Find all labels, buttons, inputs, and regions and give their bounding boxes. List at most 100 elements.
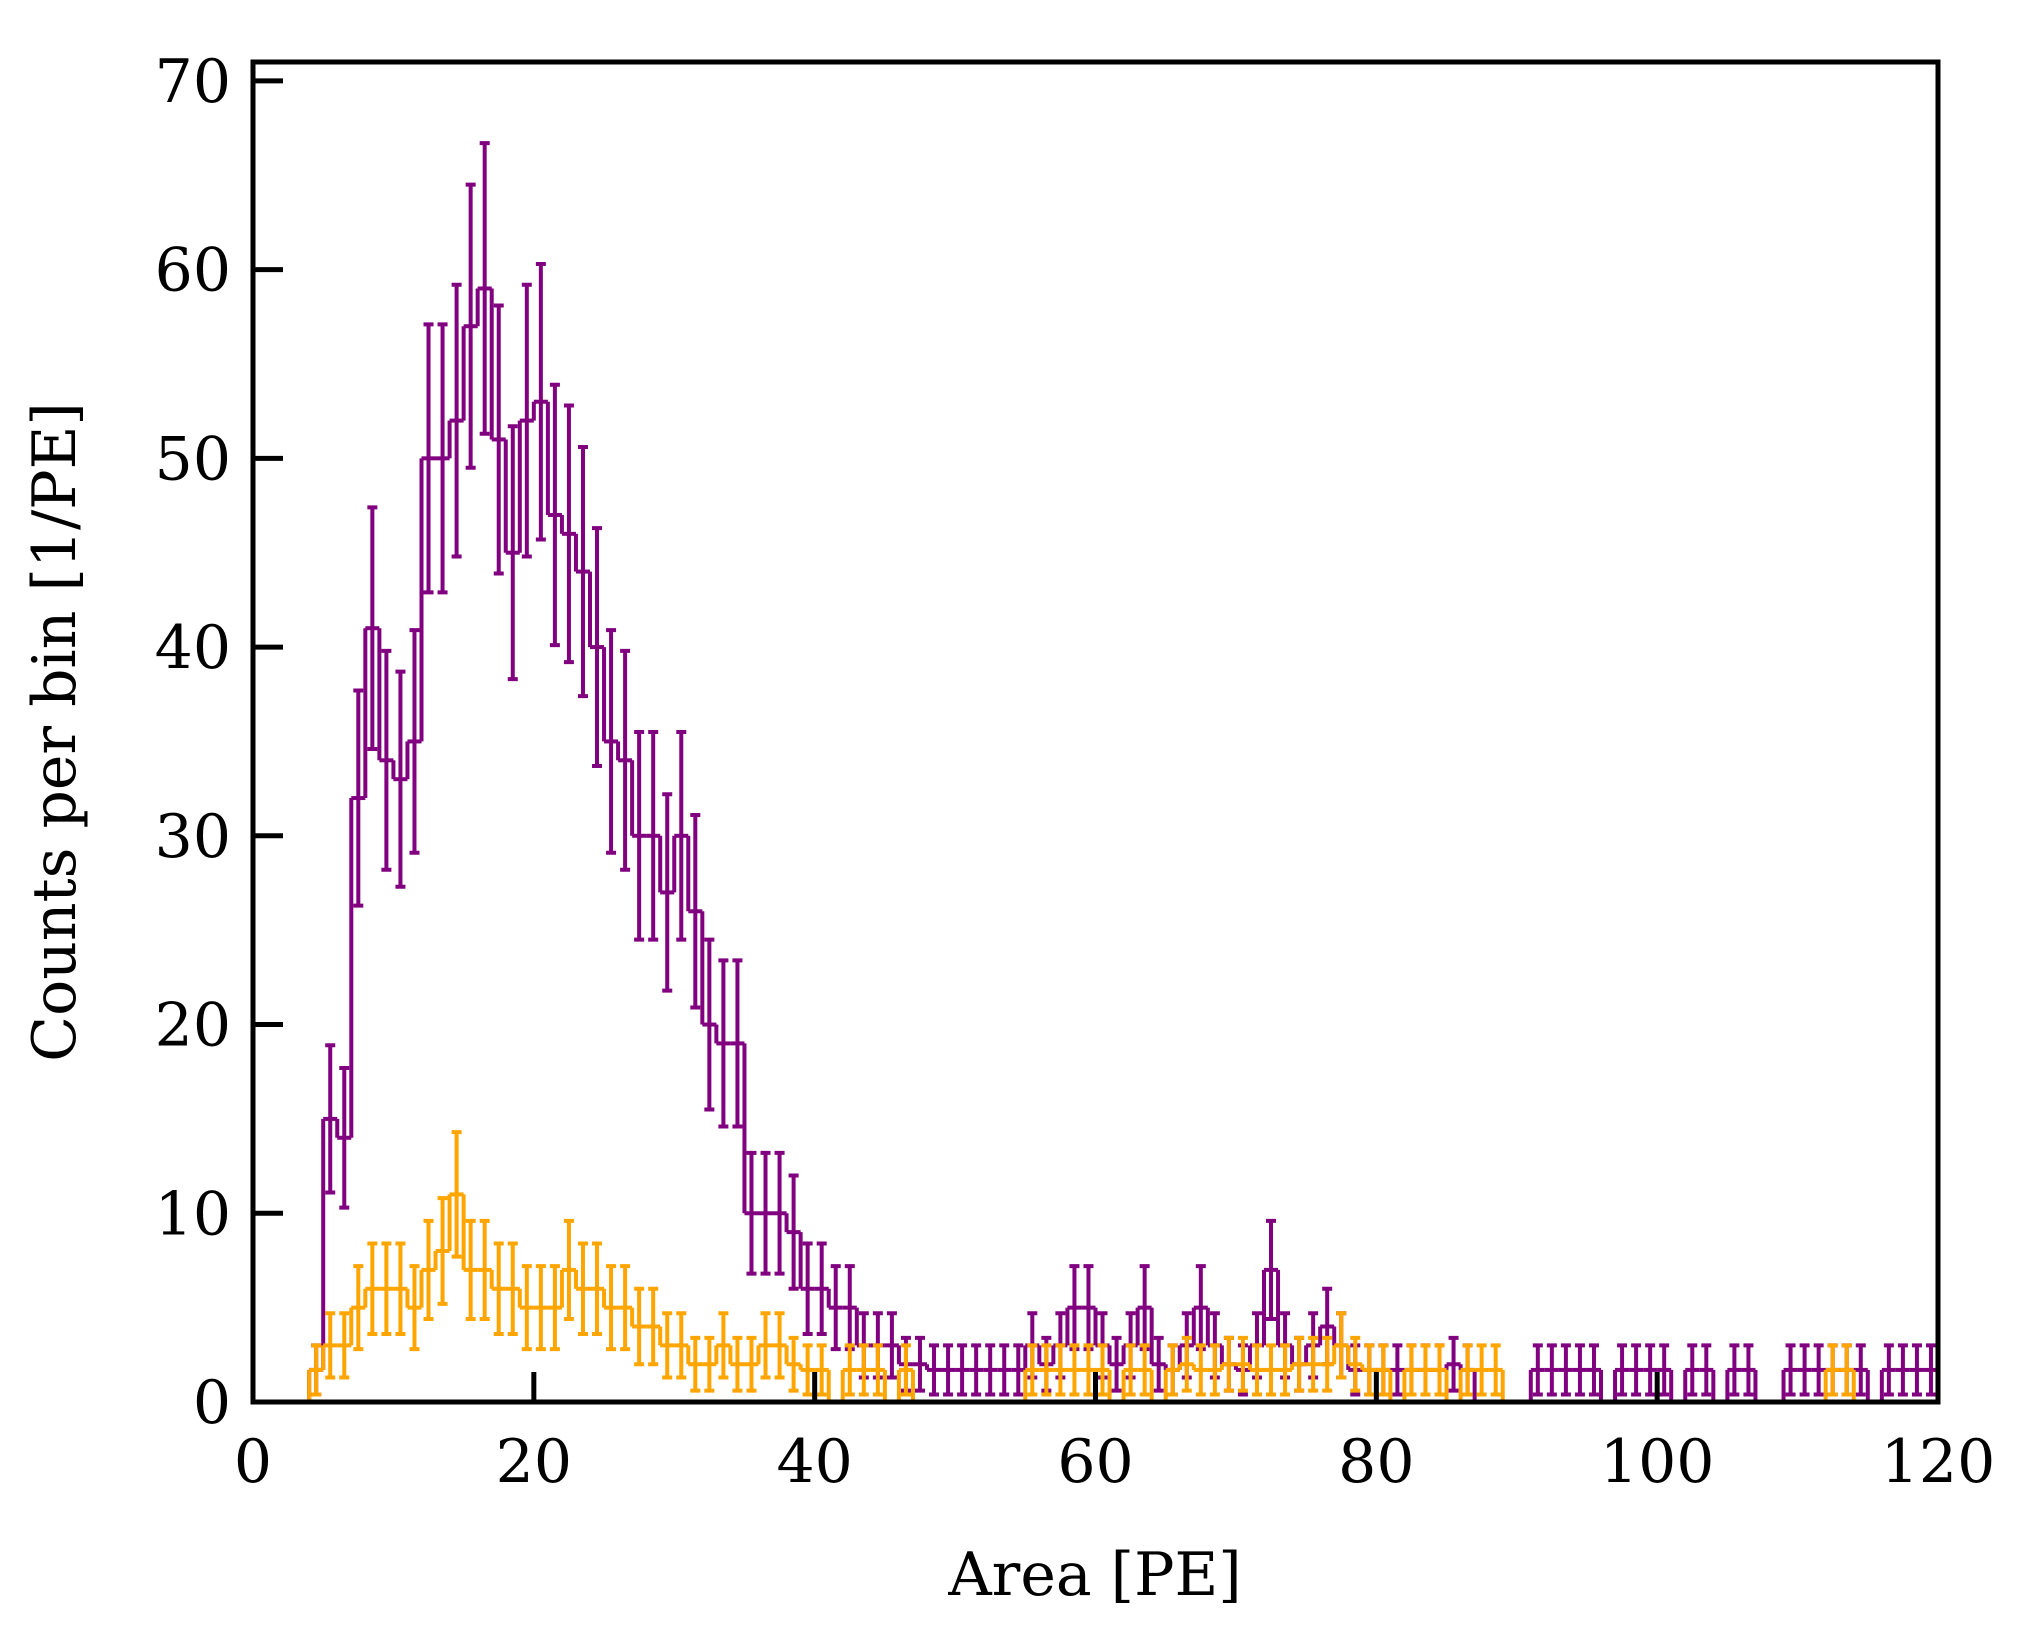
error-bar [325,1311,336,1380]
error-bar [521,1264,532,1352]
error-bar [451,1130,462,1259]
x-tick-label: 100 [1600,1427,1715,1497]
error-bar [1827,1343,1838,1397]
error-bar [816,1241,827,1337]
error-bar [507,1241,518,1337]
error-bar [1195,1343,1206,1397]
error-bar [1743,1343,1754,1397]
error-bar [620,648,631,872]
error-bar [1378,1343,1389,1397]
error-bar [606,628,617,855]
error-bar [423,1218,434,1321]
error-bar [1181,1335,1192,1393]
error-bar [1462,1343,1473,1397]
x-tick-label: 20 [496,1427,572,1497]
error-bar [788,1335,799,1393]
error-bar [549,1264,560,1352]
error-bar [1266,1343,1277,1397]
error-bar [381,1241,392,1337]
error-bar [690,813,701,1010]
error-bar [1308,1335,1319,1393]
error-bar [1027,1343,1038,1397]
error-bar [1617,1343,1628,1397]
error-bar [704,937,715,1112]
error-bar [1251,1343,1262,1397]
error-bar [1897,1343,1908,1397]
error-bar [1209,1343,1220,1397]
error-bar [577,445,588,699]
y-tick-label: 70 [155,47,231,117]
error-bar [1841,1343,1852,1397]
plot-frame [250,59,1941,1405]
error-bar [676,730,687,942]
error-bar [395,1241,406,1337]
error-bar [1041,1343,1052,1397]
error-bar [760,1150,771,1276]
y-tick-label: 60 [155,236,231,306]
error-bar [1560,1343,1571,1397]
error-bar [1069,1343,1080,1397]
error-bar [577,1241,588,1337]
error-bar [479,141,490,436]
error-bar [662,1311,673,1380]
error-bar [1223,1335,1234,1393]
error-bar [521,282,532,559]
error-bar [535,261,546,542]
y-tick-label: 0 [193,1368,231,1438]
error-bar [929,1343,940,1397]
error-bar [381,648,392,872]
error-bar [1294,1335,1305,1393]
error-bar [451,282,462,559]
error-bar [563,1218,574,1321]
error-bar [592,1241,603,1337]
error-bar [816,1343,827,1397]
error-bar [648,1286,659,1367]
error-bar [549,382,560,648]
error-bar [353,688,364,908]
error-bar [1645,1343,1656,1397]
error-bar [872,1343,883,1397]
error-bar [339,1065,350,1210]
error-bar [1392,1343,1403,1397]
error-bar [1139,1343,1150,1397]
error-bar [493,303,504,576]
error-bar [367,1241,378,1337]
error-bar [367,505,378,751]
error-bar [1855,1343,1866,1397]
error-bar [858,1343,869,1397]
error-bar [1167,1343,1178,1397]
error-bar [746,1150,757,1276]
error-bar [690,1335,701,1393]
error-bar [409,628,420,855]
error-bar [830,1264,841,1352]
error-bar [1280,1343,1291,1397]
error-bar [1813,1343,1824,1397]
error-bar [620,1264,631,1352]
error-bar [437,322,448,595]
error-bar [718,1311,729,1380]
y-tick-label: 10 [155,1179,231,1249]
error-bar [1111,1335,1122,1393]
error-bar [886,1311,897,1380]
y-tick-label: 40 [155,613,231,683]
error-bar [479,1218,490,1321]
error-bar [943,1343,954,1397]
error-bar [1631,1343,1642,1397]
y-tick-label: 20 [155,991,231,1061]
error-bar [732,958,743,1129]
error-bar [437,1196,448,1306]
error-bar [900,1343,911,1397]
x-tick-label: 40 [776,1427,852,1497]
error-bar [648,730,659,942]
error-bar [606,1264,617,1352]
error-bar [957,1343,968,1397]
error-bar [985,1343,996,1397]
error-bar [1420,1343,1431,1397]
error-bar [535,1264,546,1352]
error-bar [634,730,645,942]
error-bar [718,958,729,1129]
x-tick-label: 80 [1338,1427,1414,1497]
error-bar [844,1343,855,1397]
error-bar [1013,1343,1024,1397]
